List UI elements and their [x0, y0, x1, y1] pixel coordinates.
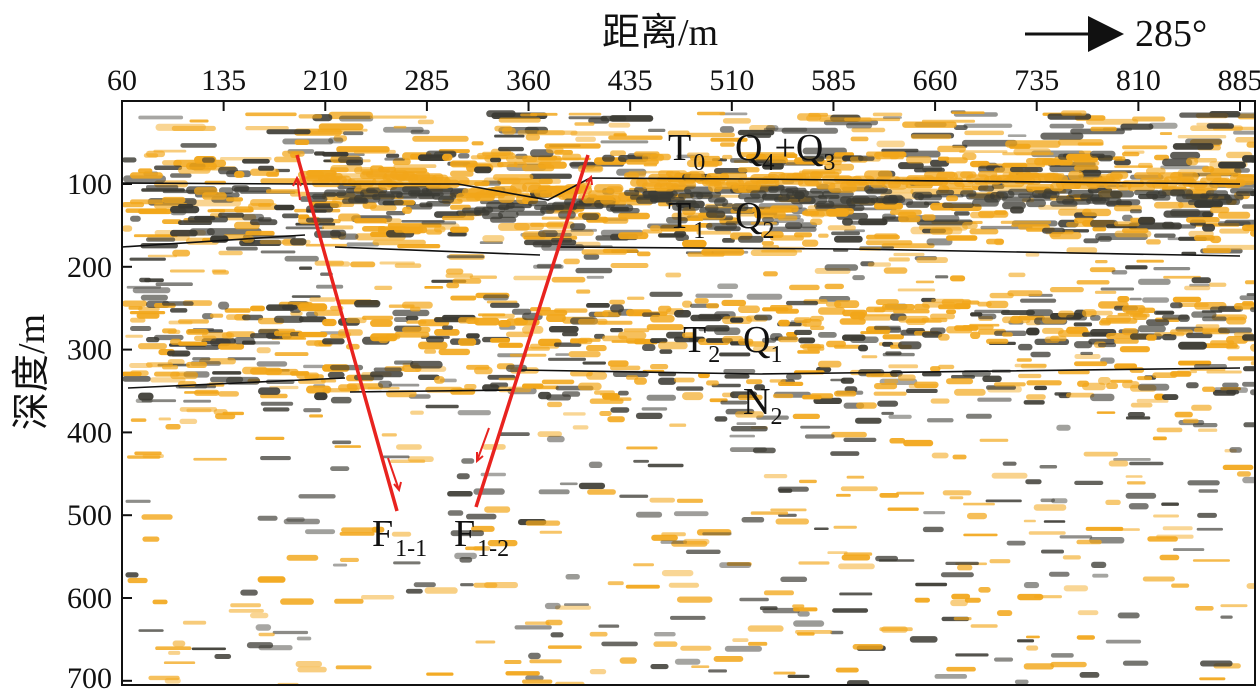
x-tick-label: 885 [1218, 64, 1260, 97]
x-tick-label: 285 [404, 64, 449, 97]
horizon-t2-line-left [127, 377, 346, 389]
stratum-q1-label: Q1 [743, 319, 782, 368]
y-tick-label: 600 [67, 582, 112, 615]
x-tick-label: 660 [913, 64, 958, 97]
fault-slip-arrow-icon [476, 427, 490, 462]
x-tick-label: 135 [201, 64, 246, 97]
plot-frame [121, 100, 1256, 686]
y-tick-label: 400 [67, 416, 112, 449]
x-tick-label: 360 [506, 64, 551, 97]
stratum-q2-label: Q2 [735, 195, 774, 244]
y-tick-label: 300 [67, 334, 112, 367]
fault-f1-1-label: F1-1 [372, 513, 427, 562]
direction-label: 285° [1135, 13, 1207, 55]
seismic-section-image [122, 101, 1255, 685]
fault-slip-arrow-icon [581, 176, 592, 201]
fault-slip-arrow-icon [387, 457, 400, 491]
fault-slip-arrow-icon [296, 177, 301, 201]
x-tick-label: 810 [1116, 64, 1161, 97]
y-tick-label: 700 [67, 662, 112, 690]
x-tick-label: 735 [1014, 64, 1059, 97]
x-tick-label: 60 [107, 64, 137, 97]
y-tick-label: 100 [67, 168, 112, 201]
x-tick-label: 435 [608, 64, 653, 97]
horizon-t2-label: T2 [683, 319, 720, 368]
y-tick-label: 200 [67, 251, 112, 284]
fault-f1-1-line [295, 154, 399, 512]
y-tick-label: 500 [67, 499, 112, 532]
horizon-t1-line-right [559, 246, 1241, 257]
fault-f1-2-line [474, 154, 590, 508]
fault-f1-2-label: F1-2 [454, 513, 509, 562]
x-axis-title: 距离/m [602, 12, 718, 54]
y-axis-ticks: 100 200 300 400 500 600 700 [67, 168, 132, 690]
horizon-t1-line [121, 234, 306, 248]
x-tick-label: 510 [709, 64, 754, 97]
x-tick-label: 210 [303, 64, 348, 97]
stratum-q4q3-label: Q4+Q3 [735, 127, 835, 176]
horizon-t1-label: T1 [668, 195, 705, 244]
x-axis-ticks: 60 135 210 285 360 435 510 585 660 735 810 885 [107, 64, 1260, 111]
x-tick-label: 585 [811, 64, 856, 97]
fault-lines [292, 154, 593, 512]
horizon-t0-label: T0 [668, 127, 705, 176]
stratum-n2-label: N2 [743, 381, 782, 430]
horizon-t2-line-right [519, 367, 1241, 375]
direction-indicator: 285° [1025, 13, 1207, 55]
horizon-t2-line-center [349, 389, 513, 393]
y-axis-title: 深度/m [11, 314, 53, 430]
horizon-t1-line-center [334, 246, 541, 256]
